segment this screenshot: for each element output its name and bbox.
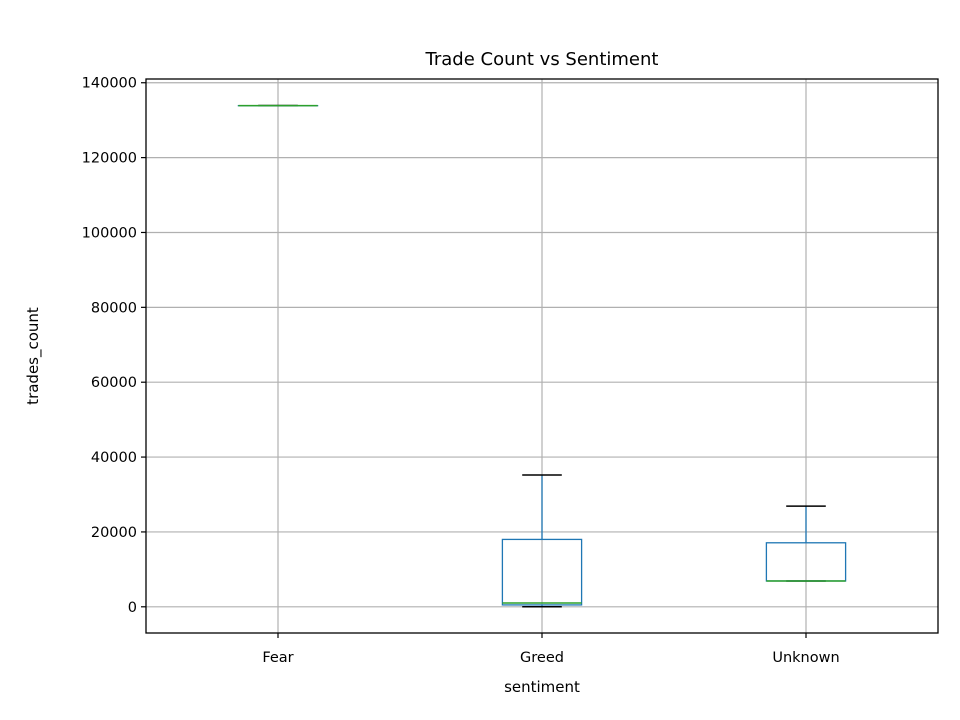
chart-title: Trade Count vs Sentiment	[425, 49, 659, 70]
box-unknown	[765, 505, 847, 582]
y-tick-label: 20000	[91, 525, 137, 541]
box-greed	[501, 474, 583, 608]
grid-lines	[146, 79, 938, 633]
y-tick-label: 140000	[82, 76, 137, 92]
x-tick-label: Greed	[520, 650, 564, 666]
y-tick-label: 100000	[82, 225, 137, 241]
y-tick-label: 40000	[91, 450, 137, 466]
axis-ticks: 0 20000 40000 60000 80000 100000 120000 140000 F…	[82, 76, 840, 666]
y-axis-label: trades_count	[24, 307, 43, 405]
y-tick-label: 60000	[91, 375, 137, 391]
x-tick-label: Unknown	[772, 650, 839, 666]
x-tick-label: Fear	[262, 650, 293, 666]
box-series	[237, 104, 847, 608]
y-tick-label: 0	[128, 600, 137, 616]
x-axis-label: sentiment	[504, 678, 580, 696]
y-tick-label: 80000	[91, 300, 137, 316]
y-tick-label: 120000	[82, 151, 137, 167]
iqr-box	[501, 538, 583, 606]
